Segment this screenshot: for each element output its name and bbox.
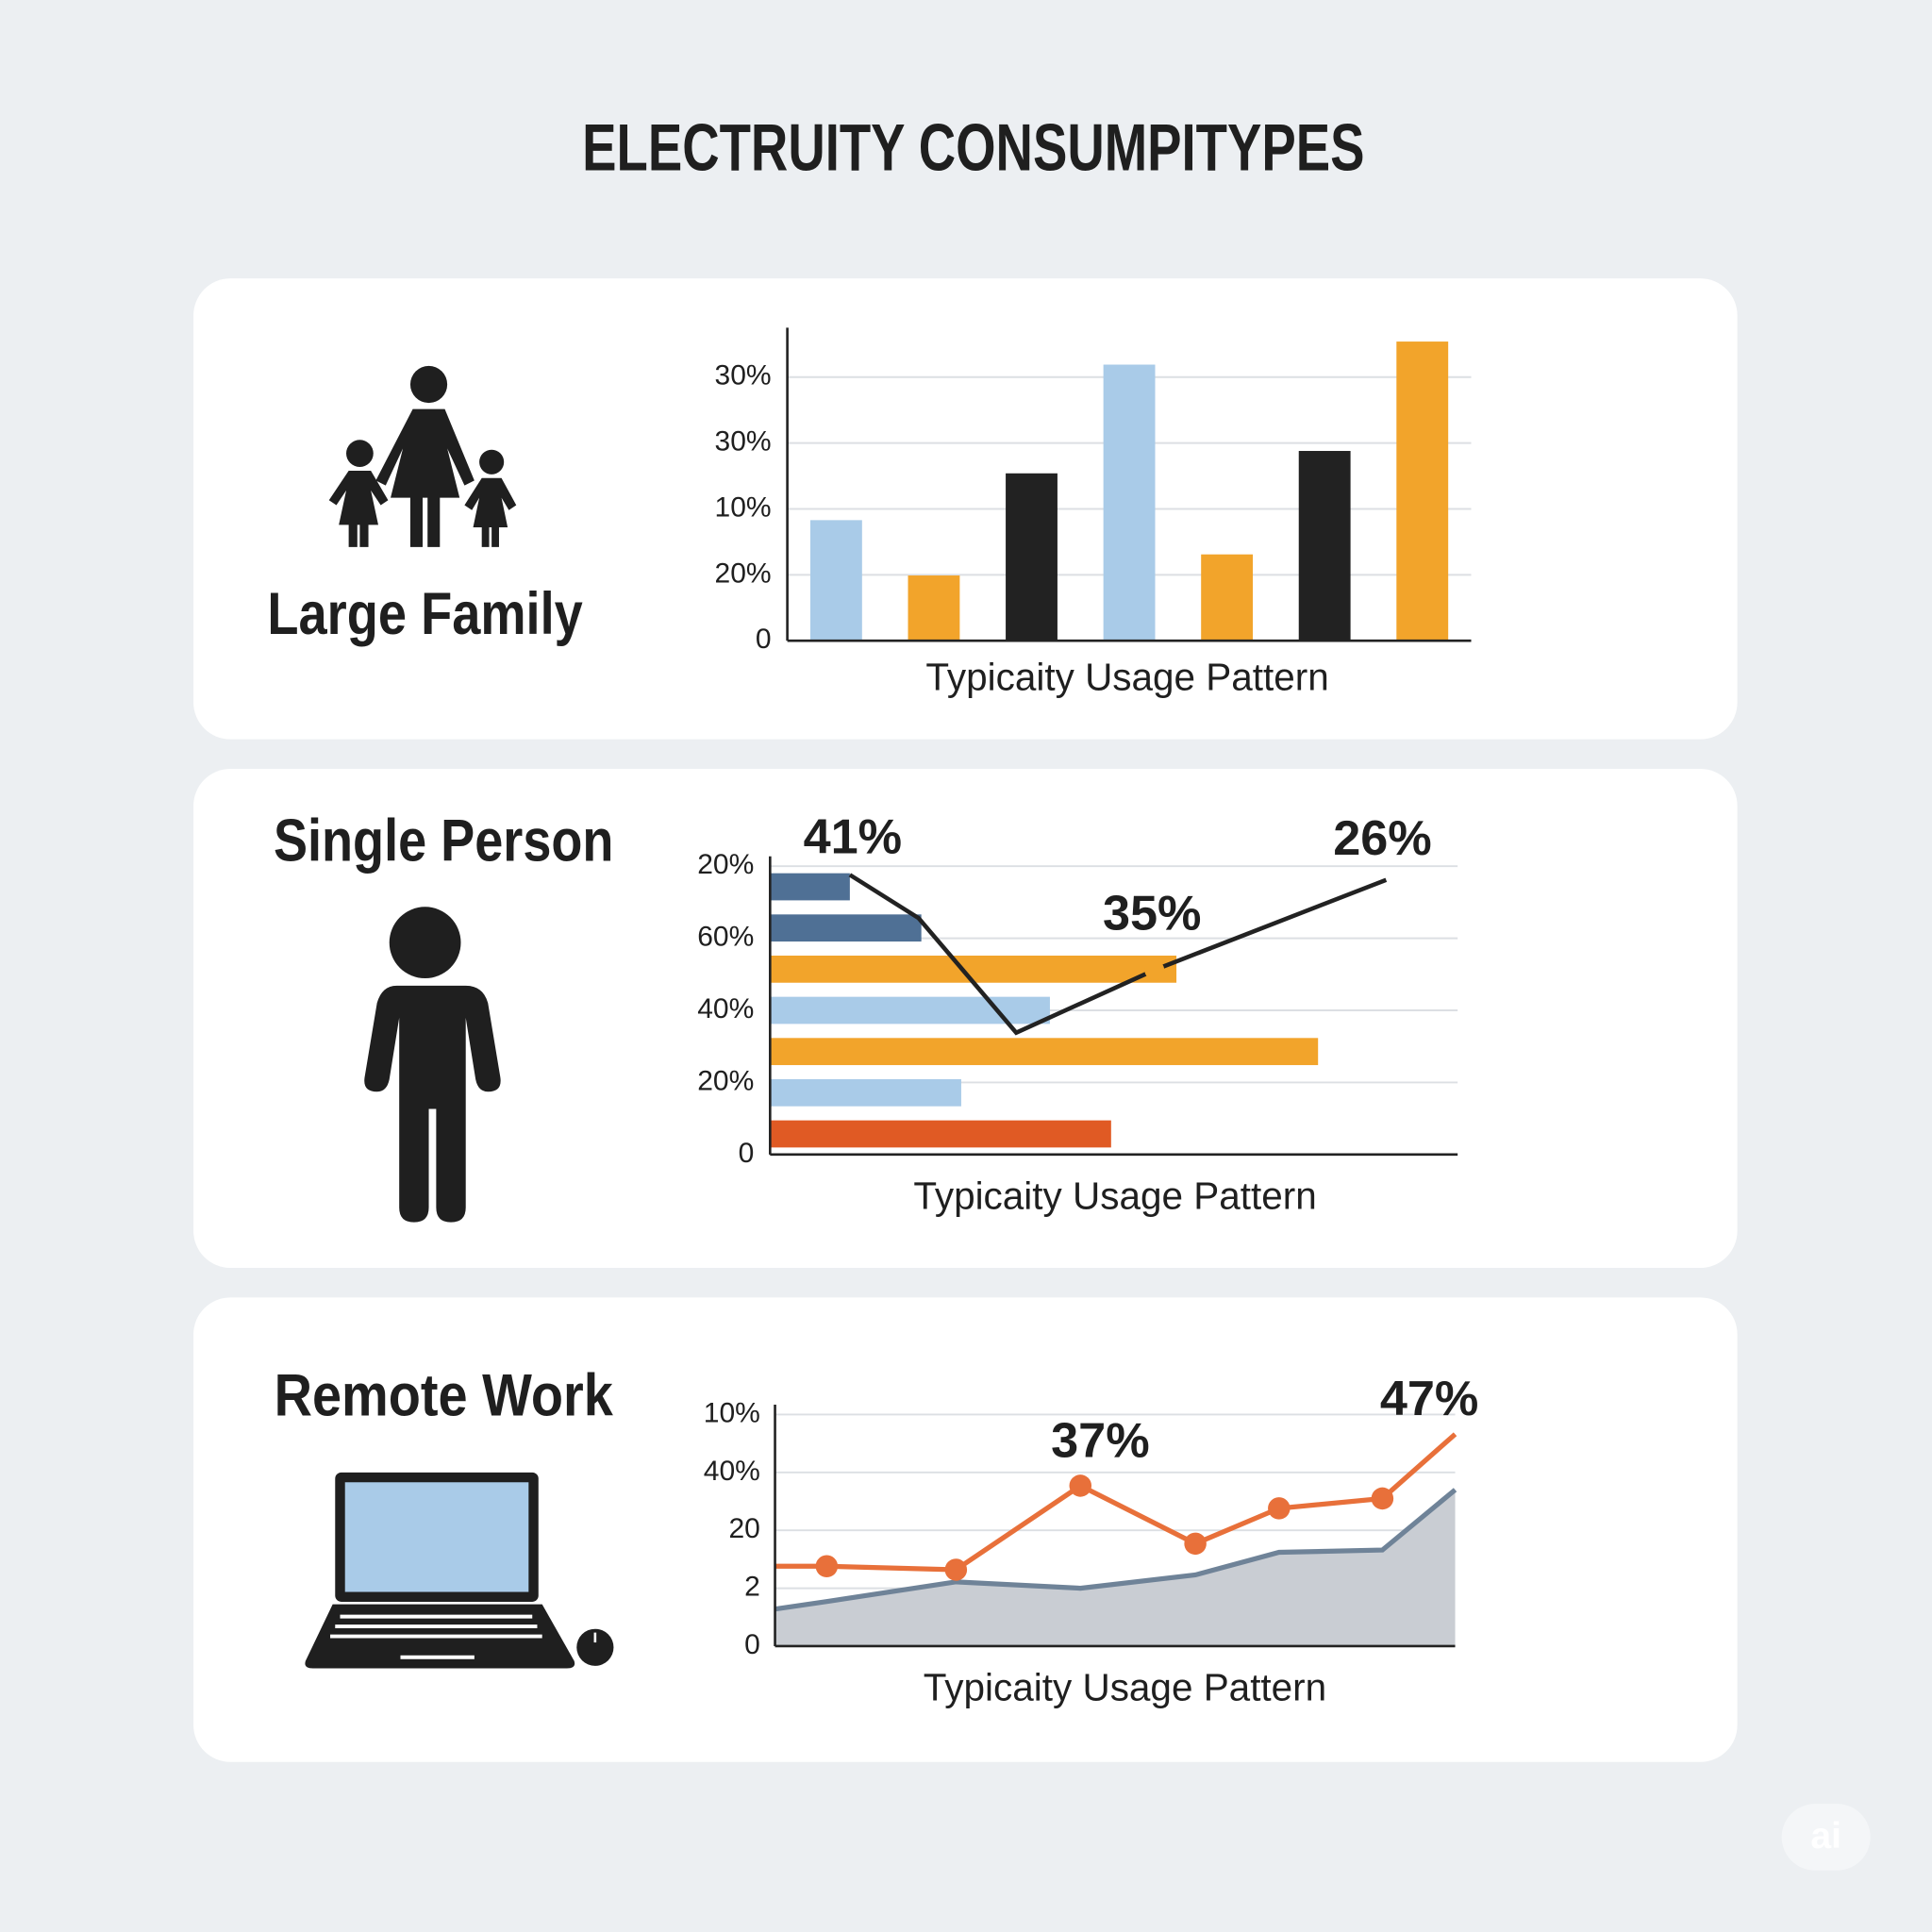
laptop-icon: [305, 1472, 614, 1669]
line-marker: [1184, 1532, 1207, 1556]
bar: [770, 873, 850, 901]
line-marker: [1268, 1497, 1291, 1520]
family-icon: [328, 365, 517, 547]
panel-title: Single Person: [274, 808, 613, 874]
trend-line: [848, 873, 1388, 1036]
y-tick-label: 2: [744, 1572, 760, 1603]
y-tick-label: 10%: [704, 1397, 760, 1428]
area: [774, 1490, 1456, 1646]
bar: [770, 1038, 1319, 1066]
line-marker: [1371, 1487, 1394, 1510]
bar: [770, 955, 1177, 983]
y-tick-label: 30%: [715, 426, 772, 458]
x-axis-label: Typicaity Usage Pattern: [924, 1666, 1326, 1709]
bar: [770, 1078, 961, 1107]
bar: [1103, 364, 1156, 641]
page-title: ELECTRUITY CONSUMPITYPES: [582, 110, 1364, 185]
y-tick-label: 20%: [697, 849, 754, 880]
x-axis-label: Typicaity Usage Pattern: [925, 656, 1328, 699]
y-tick-label: 0: [744, 1629, 760, 1660]
person-icon: [364, 907, 501, 1223]
watermark: ai: [1810, 1816, 1841, 1857]
y-tick-label: 60%: [697, 922, 754, 953]
y-tick-label: 0: [739, 1138, 755, 1169]
bar: [908, 575, 960, 641]
y-tick-label: 20: [728, 1513, 759, 1544]
bar: [1396, 341, 1449, 641]
bar: [770, 1120, 1111, 1148]
annotation: 35%: [1103, 887, 1202, 941]
panel-title: Large Family: [267, 581, 582, 647]
line: [774, 1432, 1457, 1573]
watermark-badge: [1781, 1804, 1871, 1871]
bar: [1006, 473, 1058, 641]
annotation: 37%: [1051, 1414, 1150, 1469]
y-tick-label: 40%: [697, 993, 754, 1024]
line-marker: [1144, 959, 1165, 980]
bar: [809, 520, 862, 641]
y-tick-label: 30%: [715, 360, 772, 391]
annotation: 41%: [804, 810, 903, 865]
annotation: 47%: [1380, 1372, 1479, 1426]
annotation: 26%: [1333, 811, 1432, 866]
line-marker: [1069, 1474, 1092, 1497]
line: [774, 1488, 1457, 1612]
y-tick-label: 40%: [704, 1456, 760, 1487]
y-tick-label: 10%: [715, 491, 772, 523]
line-marker: [815, 1555, 839, 1578]
y-tick-label: 20%: [715, 558, 772, 589]
y-tick-label: 0: [756, 624, 772, 655]
line-marker: [944, 1558, 968, 1581]
panel-title: Remote Work: [275, 1362, 613, 1428]
bar: [770, 914, 922, 942]
y-tick-label: 20%: [697, 1065, 754, 1096]
bar: [1298, 451, 1351, 641]
bar: [1201, 554, 1254, 641]
x-axis-label: Typicaity Usage Pattern: [913, 1174, 1316, 1218]
